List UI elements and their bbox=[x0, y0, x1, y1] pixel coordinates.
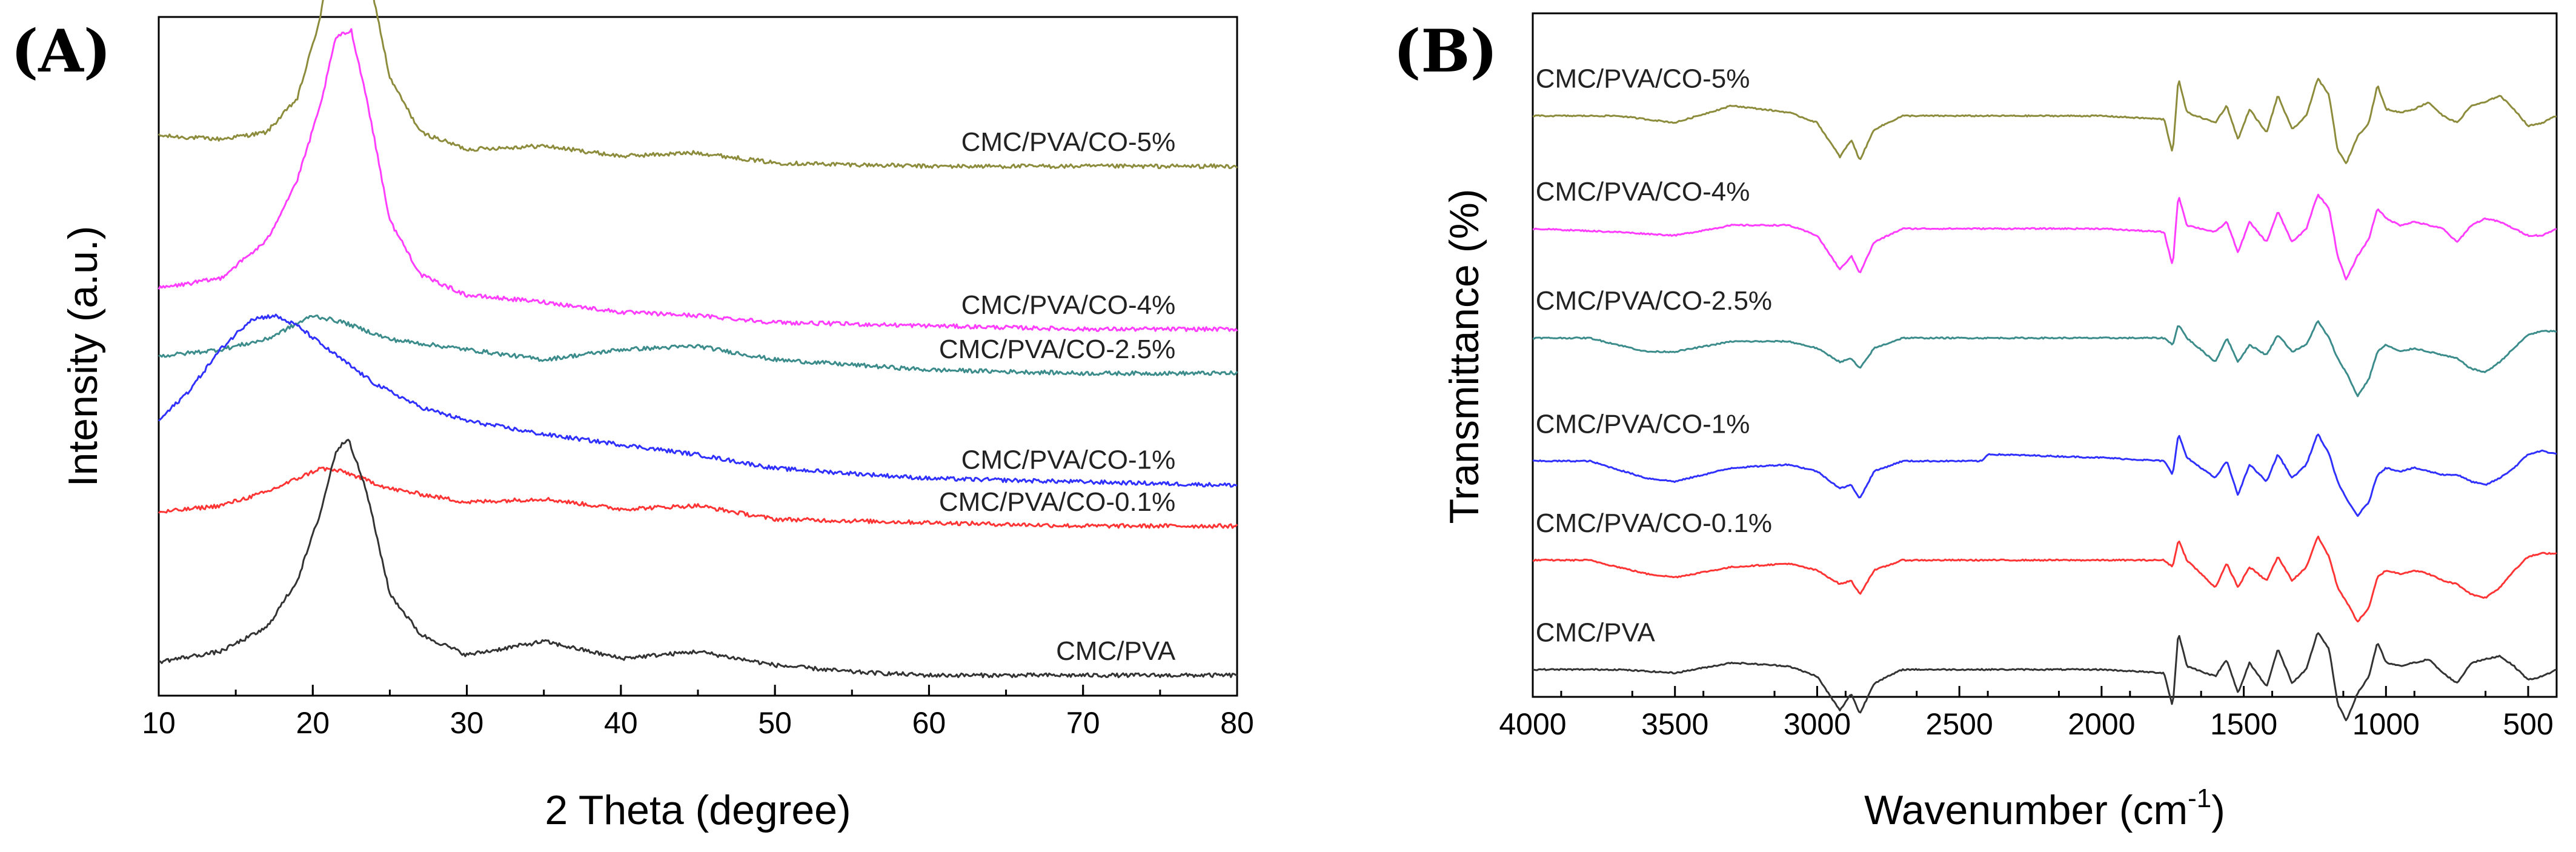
panel-b-series-line bbox=[1532, 433, 2557, 517]
panel-a-chart: (A) CMC/PVA/CO-5%CMC/PVA/CO-4%CMC/PVA/CO… bbox=[11, 0, 1254, 833]
panel-b-series-line bbox=[1532, 632, 2557, 722]
panel-a-series-label: CMC/PVA/CO-5% bbox=[961, 127, 1176, 157]
panel-b-letter: (B) bbox=[1393, 17, 1498, 85]
panel-a-x-tick-label: 40 bbox=[604, 706, 638, 740]
panel-a-x-tick-label: 20 bbox=[296, 706, 330, 740]
panel-a-series-line bbox=[158, 28, 1238, 332]
panel-a-series-label: CMC/PVA/CO-2.5% bbox=[939, 334, 1175, 364]
panel-b-series-label: CMC/PVA bbox=[1536, 617, 1656, 647]
panel-a-series-line bbox=[158, 315, 1238, 376]
panel-b-series-label: CMC/PVA/CO-1% bbox=[1536, 409, 1750, 439]
panel-a-series-line bbox=[158, 313, 1238, 488]
panel-b-x-axis-title-main: Wavenumber (cm bbox=[1864, 787, 2188, 833]
panel-a-series-line bbox=[158, 0, 1238, 170]
panel-b-x-axis-title-sup: -1 bbox=[2188, 784, 2211, 813]
panel-b-y-axis-title: Transmittance (%) bbox=[1441, 189, 1487, 524]
panel-b-x-tick-label: 2500 bbox=[1926, 707, 1993, 741]
panel-b-series-line bbox=[1532, 193, 2557, 281]
panel-b-plot-frame bbox=[1532, 12, 2558, 698]
panel-a-series-label: CMC/PVA/CO-4% bbox=[961, 290, 1176, 320]
panel-b-series-line bbox=[1533, 320, 2557, 398]
panel-a-x-tick-label: 60 bbox=[912, 706, 946, 740]
panel-a-y-axis-title: Intensity (a.u.) bbox=[60, 226, 106, 487]
panel-a-x-axis: 10 20 30 40 50 60 70 80 bbox=[142, 685, 1254, 740]
panel-b-x-axis-title: Wavenumber (cm-1) bbox=[1864, 784, 2225, 833]
panel-a-x-tick-label: 30 bbox=[450, 706, 484, 740]
panel-a-x-axis-title: 2 Theta (degree) bbox=[545, 787, 851, 833]
panel-a-x-tick-label: 10 bbox=[142, 706, 176, 740]
panel-a-series-line bbox=[158, 439, 1238, 679]
panel-b-chart: (B) CMC/PVA/CO-5%CMC/PVA/CO-4%CMC/PVA/CO… bbox=[1393, 12, 2558, 833]
panel-a-series-label: CMC/PVA/CO-0.1% bbox=[939, 487, 1175, 517]
panel-b-series-label: CMC/PVA/CO-4% bbox=[1536, 177, 1750, 207]
panel-b-x-tick-label: 3000 bbox=[1784, 707, 1851, 741]
panel-a-x-tick-label: 70 bbox=[1066, 706, 1100, 740]
panel-a-series-label: CMC/PVA/CO-1% bbox=[961, 445, 1176, 474]
panel-b-series-label: CMC/PVA/CO-2.5% bbox=[1536, 286, 1772, 316]
panel-a-letter: (A) bbox=[11, 17, 111, 85]
panel-b-x-tick-label: 1500 bbox=[2210, 707, 2277, 741]
panel-b-x-tick-label: 4000 bbox=[1499, 707, 1566, 741]
panel-b-x-tick-label: 2000 bbox=[2068, 707, 2135, 741]
panel-b-series-label: CMC/PVA/CO-5% bbox=[1536, 64, 1750, 94]
panel-b-plot-area: CMC/PVA/CO-5% CMC/PVA/CO-4% CMC/PVA/CO-2.5… bbox=[1532, 64, 2557, 722]
panel-b-series-label: CMC/PVA/CO-0.1% bbox=[1536, 508, 1772, 538]
panel-a-plot-area: CMC/PVA/CO-5% CMC/PVA/CO-4% CMC/PVA/CO-2.5… bbox=[158, 0, 1238, 679]
panel-a-series-line bbox=[158, 467, 1238, 529]
panel-a-series-label: CMC/PVA bbox=[1056, 636, 1176, 666]
panel-b-x-axis-title-tail: ) bbox=[2211, 787, 2225, 833]
panel-b-x-tick-label: 3500 bbox=[1641, 707, 1708, 741]
panel-b-series-line bbox=[1532, 78, 2557, 164]
panel-b-x-tick-label: 500 bbox=[2503, 707, 2553, 741]
panel-a-x-tick-label: 80 bbox=[1220, 706, 1254, 740]
panel-b-x-axis: 4000 3500 3000 2500 2000 1500 1000 500 bbox=[1499, 686, 2558, 741]
panel-a-x-tick-label: 50 bbox=[758, 706, 792, 740]
panel-b-series-line bbox=[1532, 535, 2557, 623]
panel-b-x-tick-label: 1000 bbox=[2352, 707, 2420, 741]
